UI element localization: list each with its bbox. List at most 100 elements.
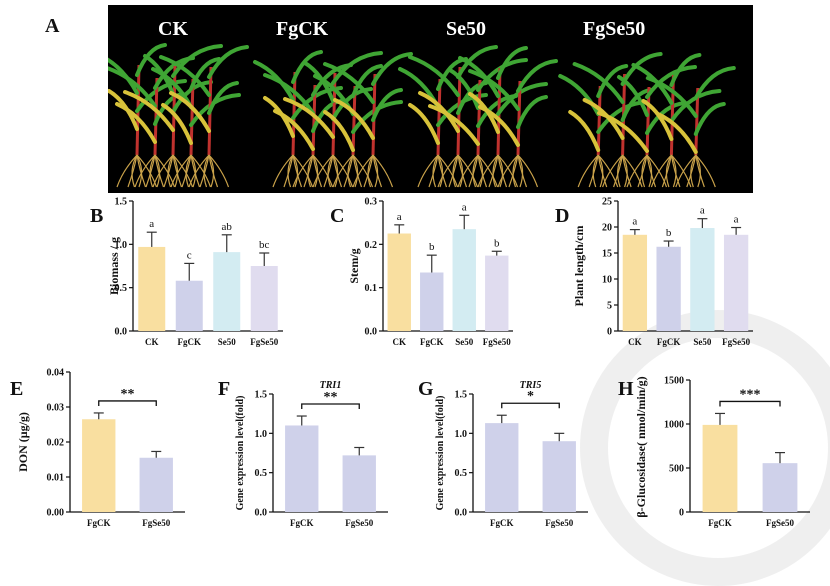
plant-root — [372, 154, 394, 188]
plant-root — [622, 154, 643, 188]
bar — [213, 252, 241, 331]
plant-root — [145, 154, 156, 188]
bar — [702, 424, 738, 512]
y-tick-label: 1500 — [664, 376, 684, 387]
plant-leaf — [135, 79, 187, 113]
significance-letter: b — [429, 241, 435, 253]
significance-letter: b — [494, 237, 500, 249]
bar — [285, 425, 319, 512]
y-tick-label: 0.0 — [365, 327, 378, 338]
plant-leaf — [645, 101, 687, 135]
plant-root — [437, 154, 459, 188]
plant-leaf — [253, 60, 295, 102]
plant-root — [190, 154, 212, 188]
y-tick-label: 15 — [602, 249, 612, 260]
category-label: FgSe50 — [142, 518, 170, 528]
gene-name: TRI1 — [320, 380, 342, 391]
panel-label-f: F — [218, 378, 231, 400]
plant-root — [163, 154, 174, 188]
plant-leaf — [371, 88, 403, 122]
plant-root — [167, 154, 174, 188]
plant-root — [637, 154, 648, 188]
plant-leaf — [291, 50, 323, 84]
plant-root — [312, 154, 319, 188]
plant-leaf — [516, 59, 558, 93]
category-label: CK — [628, 337, 642, 347]
plant-root — [152, 154, 174, 188]
plant-leaf — [161, 103, 193, 145]
plant-root — [588, 154, 599, 188]
significance-letter: c — [187, 249, 192, 261]
category-label: Se50 — [693, 337, 712, 347]
category-label: FgCK — [87, 518, 111, 528]
category-label: Se50 — [218, 337, 237, 347]
plant-root — [312, 154, 323, 188]
plant-illustrations — [97, 43, 736, 188]
plant-root — [597, 154, 619, 188]
plant-root — [154, 154, 176, 188]
significance-bracket — [719, 400, 781, 407]
plant-root — [448, 154, 459, 188]
plant-stem — [645, 86, 651, 156]
plant-root — [488, 154, 499, 188]
chart-panel-f: 0.0 0.5 1.0 1.5 Gene expression level(fold) F… — [235, 380, 388, 528]
plant-root — [208, 154, 230, 188]
plant-root — [497, 154, 519, 188]
plant-root — [597, 154, 604, 188]
plant-leaf — [408, 55, 460, 97]
bar — [762, 463, 798, 512]
plant-root — [452, 154, 459, 188]
y-tick-label: 0.02 — [47, 438, 65, 449]
plant-root — [292, 154, 314, 188]
plant-root — [190, 154, 201, 188]
plant-root — [670, 154, 681, 188]
plant-leaf — [596, 64, 629, 98]
plant-root — [203, 154, 210, 188]
bar — [420, 272, 444, 331]
plant-root — [136, 154, 147, 188]
plant-leaf — [273, 109, 315, 151]
plant-leaf — [645, 76, 698, 118]
plant-leaf — [115, 102, 157, 144]
plant-root — [597, 154, 608, 188]
plant-leaf — [448, 68, 480, 110]
plant-root — [131, 154, 138, 188]
y-tick-label: 0.0 — [455, 508, 468, 519]
plant-root — [136, 154, 143, 188]
plant-root — [437, 154, 448, 188]
y-tick-label: 0 — [679, 508, 684, 519]
plant-leaf — [331, 51, 383, 85]
plant-root — [665, 154, 672, 188]
plant-leaf — [572, 62, 625, 104]
plant-root — [303, 154, 314, 188]
y-axis-label: Biomass / g — [107, 237, 121, 295]
plant-root — [477, 154, 499, 188]
plant-root — [172, 154, 194, 188]
plant-leaf — [458, 56, 500, 98]
plant-root — [457, 154, 468, 188]
plant-leaf — [669, 89, 722, 123]
plant-leaf — [171, 44, 223, 78]
photo-label-ck: CK — [158, 18, 188, 40]
plant-root — [457, 154, 479, 188]
panel-label-g: G — [418, 378, 434, 400]
photo-label-se50: Se50 — [446, 18, 486, 40]
y-tick-label: 0.2 — [365, 240, 378, 251]
plant-root — [172, 154, 179, 188]
plant-leaf — [693, 66, 736, 100]
plant-root — [188, 154, 210, 188]
plant-root — [622, 154, 628, 188]
category-label: FgCK — [178, 337, 202, 347]
plant-root — [497, 154, 508, 188]
y-tick-label: 1.5 — [455, 390, 468, 401]
y-tick-label: 1.0 — [255, 429, 268, 440]
plant-root — [352, 154, 359, 188]
y-tick-label: 500 — [669, 464, 684, 475]
photo-label-fgse50: FgSe50 — [583, 18, 645, 40]
significance-letter: ab — [222, 221, 233, 233]
plant-leaf — [645, 65, 697, 99]
plant-root — [517, 154, 528, 188]
plant-leaf — [655, 112, 698, 154]
bar — [542, 441, 576, 512]
plant-root — [497, 154, 519, 188]
